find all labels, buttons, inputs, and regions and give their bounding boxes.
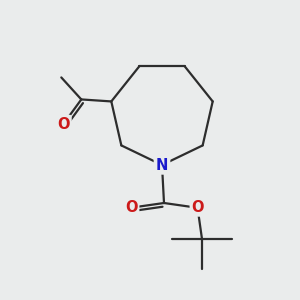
Text: O: O [57, 117, 70, 132]
Text: N: N [156, 158, 168, 172]
Text: O: O [125, 200, 137, 214]
Text: O: O [192, 200, 204, 214]
